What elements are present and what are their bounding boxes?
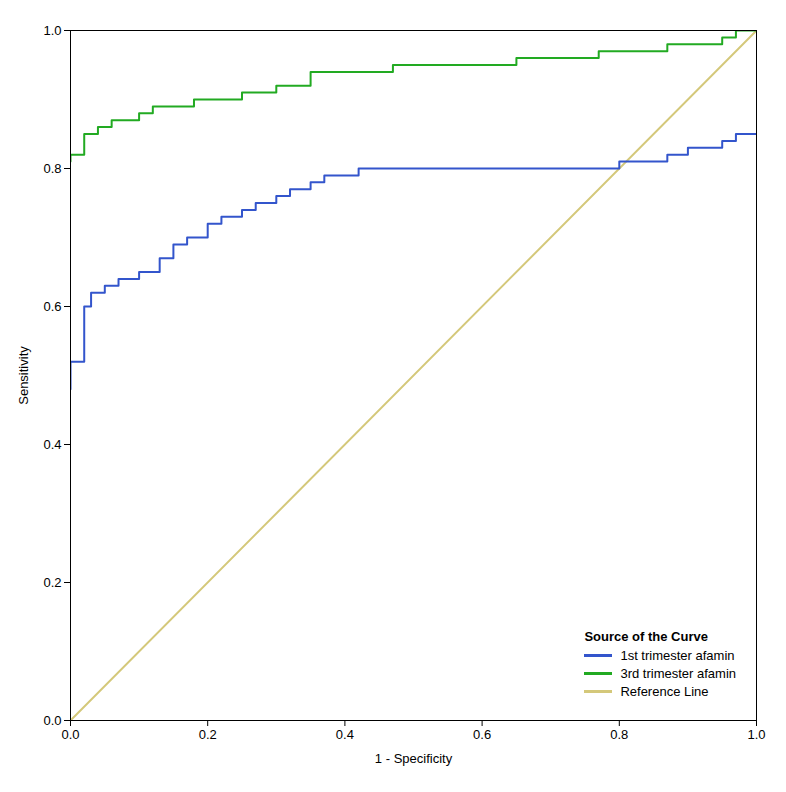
html-text:1st trimester afamin: 1st trimester afamin <box>620 648 735 663</box>
svg-text:0.8: 0.8 <box>43 161 61 176</box>
svg-text:0.6: 0.6 <box>473 727 491 742</box>
svg-text:0.0: 0.0 <box>43 713 61 728</box>
svg-text:1.0: 1.0 <box>43 23 61 38</box>
html-text:Reference Line: Reference Line <box>620 684 709 699</box>
svg-text:0.8: 0.8 <box>610 727 628 742</box>
svg-text:0.4: 0.4 <box>43 437 61 452</box>
svg-text:0.0: 0.0 <box>61 727 79 742</box>
html-text:Source of the Curve: Source of the Curve <box>584 629 708 644</box>
svg-text:Sensitivity: Sensitivity <box>16 346 31 405</box>
svg-text:0.6: 0.6 <box>43 299 61 314</box>
svg-text:0.2: 0.2 <box>199 727 217 742</box>
svg-text:1 - Specificity: 1 - Specificity <box>375 751 453 766</box>
svg-text:0.4: 0.4 <box>336 727 354 742</box>
svg-text:0.2: 0.2 <box>43 575 61 590</box>
html-text:3rd trimester afamin: 3rd trimester afamin <box>620 666 736 681</box>
svg-text:1.0: 1.0 <box>747 727 765 742</box>
